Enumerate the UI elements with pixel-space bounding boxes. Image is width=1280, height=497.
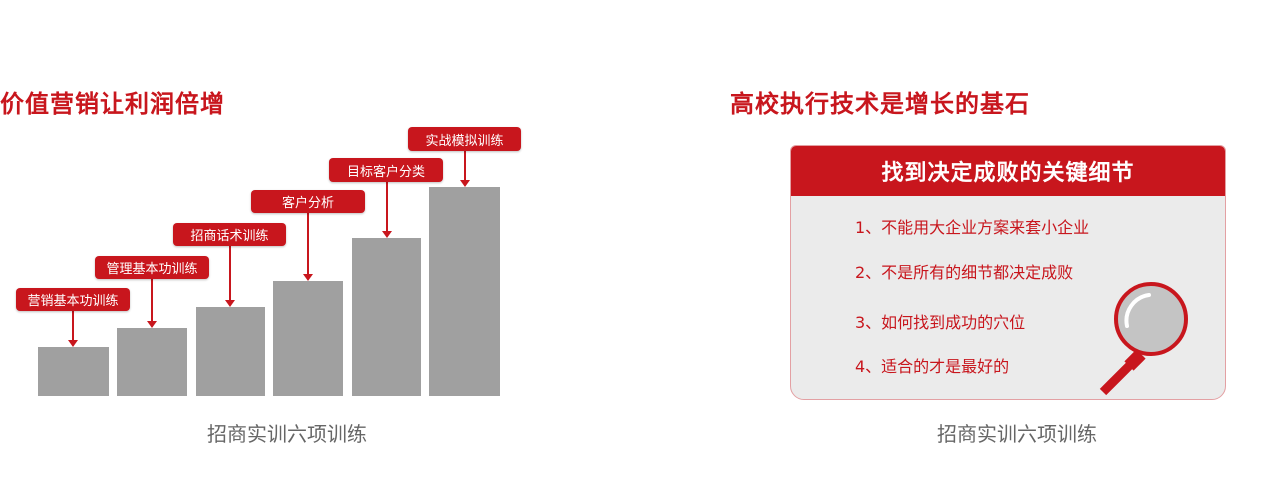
panel-title: 找到决定成败的关键细节 [791,146,1225,196]
step-label-1: 营销基本功训练 [16,288,130,311]
details-panel: 找到决定成败的关键细节 1、不能用大企业方案来套小企业 2、不是所有的细节都决定… [790,145,1226,400]
detail-item-2: 2、不是所有的细节都决定成败 [855,263,1074,282]
step-label-5: 目标客户分类 [329,158,443,182]
magnifier-icon [1099,282,1188,396]
arrow-4 [303,213,313,281]
step-bar-5 [352,238,421,396]
arrow-6 [460,151,470,187]
step-label-4: 客户分析 [251,190,365,213]
step-label-6: 实战模拟训练 [408,127,521,151]
arrow-5 [382,182,392,238]
detail-item-1: 1、不能用大企业方案来套小企业 [855,218,1090,237]
detail-item-3: 3、如何找到成功的穴位 [855,313,1026,332]
left-title: 价值营销让利润倍增 [0,90,225,118]
arrow-1 [68,311,78,347]
arrow-2 [147,279,157,328]
step-label-2: 管理基本功训练 [95,256,209,279]
step-bar-3 [196,307,265,396]
step-bar-2 [117,328,187,396]
right-title: 高校执行技术是增长的基石 [730,90,1030,118]
step-bar-6 [429,187,500,396]
step-label-3: 招商话术训练 [173,223,286,246]
step-bar-4 [273,281,343,396]
arrow-3 [225,246,235,307]
detail-item-4: 4、适合的才是最好的 [855,357,1010,376]
right-caption: 招商实训六项训练 [937,422,1097,446]
step-bar-1 [38,347,109,396]
left-caption: 招商实训六项训练 [207,422,367,446]
